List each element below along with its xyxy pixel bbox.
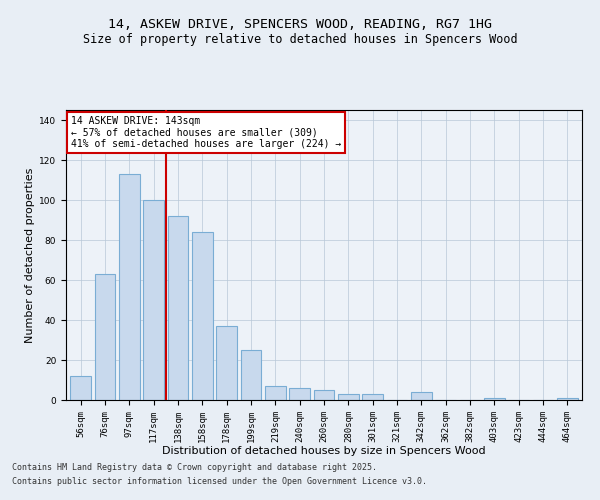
Bar xyxy=(167,216,188,400)
Bar xyxy=(289,388,310,400)
Y-axis label: Number of detached properties: Number of detached properties xyxy=(25,168,35,342)
Bar xyxy=(241,350,262,400)
Bar xyxy=(265,386,286,400)
Bar xyxy=(143,200,164,400)
Bar xyxy=(411,392,432,400)
X-axis label: Distribution of detached houses by size in Spencers Wood: Distribution of detached houses by size … xyxy=(162,446,486,456)
Bar xyxy=(119,174,140,400)
Bar xyxy=(216,326,237,400)
Text: Contains HM Land Registry data © Crown copyright and database right 2025.: Contains HM Land Registry data © Crown c… xyxy=(12,464,377,472)
Bar xyxy=(192,232,212,400)
Bar xyxy=(338,394,359,400)
Text: 14 ASKEW DRIVE: 143sqm
← 57% of detached houses are smaller (309)
41% of semi-de: 14 ASKEW DRIVE: 143sqm ← 57% of detached… xyxy=(71,116,341,149)
Text: Contains public sector information licensed under the Open Government Licence v3: Contains public sector information licen… xyxy=(12,477,427,486)
Bar xyxy=(314,390,334,400)
Bar xyxy=(557,398,578,400)
Text: Size of property relative to detached houses in Spencers Wood: Size of property relative to detached ho… xyxy=(83,32,517,46)
Bar xyxy=(362,394,383,400)
Bar xyxy=(95,274,115,400)
Bar xyxy=(484,398,505,400)
Bar xyxy=(70,376,91,400)
Text: 14, ASKEW DRIVE, SPENCERS WOOD, READING, RG7 1HG: 14, ASKEW DRIVE, SPENCERS WOOD, READING,… xyxy=(108,18,492,30)
